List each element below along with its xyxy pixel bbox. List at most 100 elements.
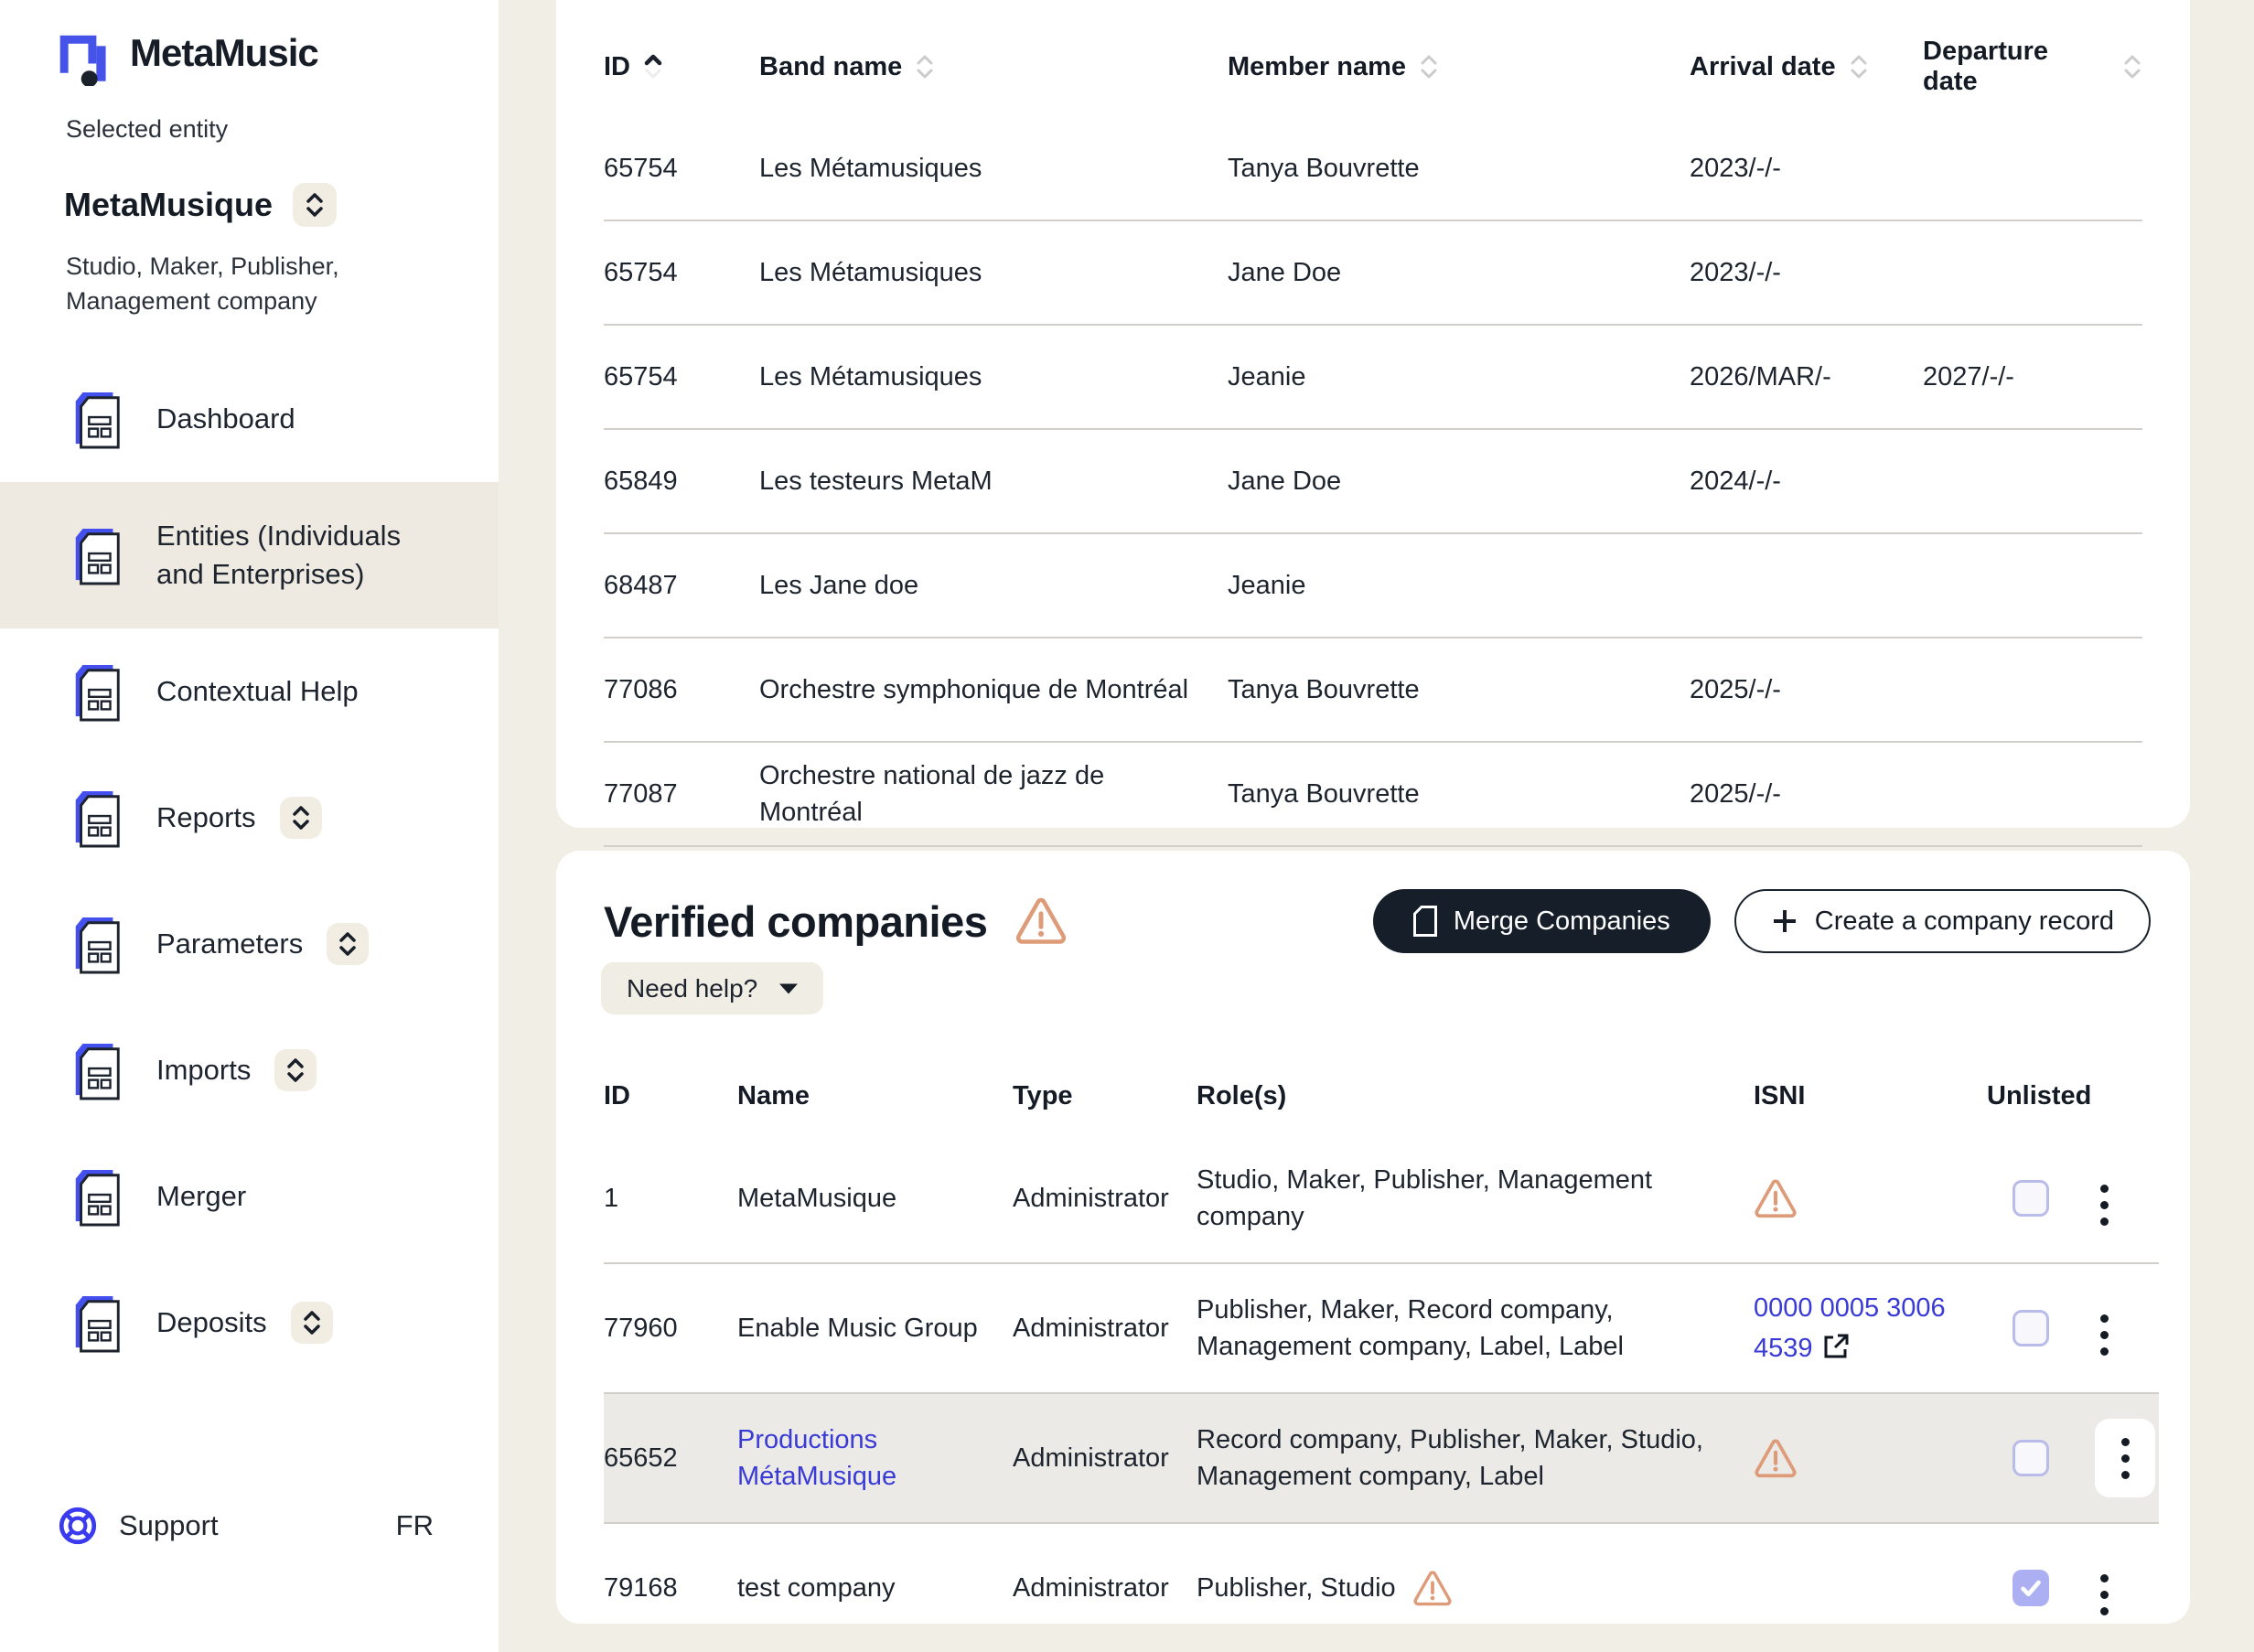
row-menu-pill (2095, 1419, 2155, 1497)
cell-band: Les Jane doe (759, 571, 919, 600)
sidebar-item-label: Entities (Individuals and Enterprises) (156, 520, 402, 590)
cell-band: Les testeurs MetaM (759, 467, 993, 496)
page-icon (74, 527, 120, 585)
sidebar-item-parameters[interactable]: Parameters (0, 881, 499, 1007)
row-menu-button[interactable] (2116, 1432, 2135, 1485)
table-row-highlighted: 65652 Productions MétaMusique Administra… (604, 1394, 2159, 1524)
cell-actions (2095, 1296, 2159, 1361)
warning-icon (1412, 1570, 1452, 1605)
warning-icon (1754, 1438, 1798, 1479)
sidebar-item-label: Deposits (156, 1306, 267, 1338)
cell-arrival: 2026/MAR/- (1690, 362, 1831, 392)
cell-unlisted (1987, 1310, 2095, 1346)
cell-band: Orchestre national de jazz de Montréal (759, 761, 1105, 827)
expand-toggle[interactable] (279, 797, 322, 839)
cell-name: test company (737, 1573, 896, 1603)
section-title: Verified companies (604, 896, 988, 946)
cell-id: 79168 (604, 1573, 678, 1603)
isni-link[interactable]: 0000 0005 3006 4539 (1754, 1293, 1946, 1363)
company-name-link[interactable]: Productions MétaMusique (737, 1425, 897, 1491)
table-row: 79168 test company Administrator Publish… (604, 1524, 2159, 1652)
app-logo[interactable]: MetaMusic (53, 20, 319, 86)
column-header-band-name[interactable]: Band name (759, 52, 1228, 82)
cell-actions (2095, 1419, 2159, 1497)
sidebar-item-deposits[interactable]: Deposits (0, 1260, 499, 1386)
cell-actions (2095, 1166, 2159, 1231)
unlisted-checkbox-checked[interactable] (2012, 1570, 2049, 1606)
need-help-button[interactable]: Need help? (601, 962, 824, 1014)
cell-id: 65754 (604, 154, 678, 183)
cell-name: Productions MétaMusique (737, 1421, 1013, 1495)
column-header-unlisted: Unlisted (1987, 1080, 2092, 1110)
cell-id: 77087 (604, 779, 678, 809)
sidebar-item-reports[interactable]: Reports (0, 755, 499, 881)
entity-switcher-button[interactable] (293, 183, 338, 227)
cell-actions (2095, 1556, 2159, 1621)
table-row: 65754 Les Métamusiques Jane Doe 2023/-/- (604, 221, 2142, 326)
support-button[interactable]: Support (57, 1505, 219, 1547)
cell-band: Les Métamusiques (759, 154, 982, 183)
cell-arrival: 2025/-/- (1690, 779, 1781, 809)
cell-band: Orchestre symphonique de Montréal (759, 675, 1189, 704)
cell-band: Les Métamusiques (759, 362, 982, 392)
cell-type: Administrator (1013, 1314, 1169, 1343)
sort-icon (915, 53, 935, 80)
verified-companies-card: Verified companies Merge Companies Creat… (556, 851, 2190, 1624)
cell-id: 65652 (604, 1443, 678, 1473)
table-row: 1 MetaMusique Administrator Studio, Make… (604, 1134, 2159, 1264)
unlisted-checkbox[interactable] (2012, 1310, 2049, 1346)
column-header-member-name[interactable]: Member name (1228, 52, 1690, 82)
sidebar-item-entities[interactable]: Entities (Individuals and Enterprises) (0, 482, 499, 628)
cell-id: 68487 (604, 571, 678, 600)
create-company-button[interactable]: Create a company record (1733, 889, 2151, 953)
app-title: MetaMusic (130, 31, 319, 74)
row-menu-button[interactable] (2095, 1309, 2114, 1361)
cell-unlisted (1987, 1440, 2095, 1476)
expand-toggle[interactable] (327, 923, 370, 965)
page-icon (74, 789, 120, 848)
sidebar-item-contextual-help[interactable]: Contextual Help (0, 628, 499, 755)
sort-icon (2122, 53, 2142, 80)
column-header-roles: Role(s) (1197, 1080, 1287, 1110)
cell-departure: 2027/-/- (1923, 362, 2014, 392)
row-menu-button[interactable] (2095, 1179, 2114, 1231)
column-header-name: Name (737, 1080, 810, 1110)
page-icon (74, 1042, 120, 1100)
table-row: 77087 Orchestre national de jazz de Mont… (604, 743, 2142, 847)
cell-band: Les Métamusiques (759, 258, 982, 287)
cell-member: Tanya Bouvrette (1228, 779, 1420, 809)
expand-toggle[interactable] (290, 1302, 333, 1344)
external-link-icon (1824, 1334, 1849, 1358)
selected-entity-label: Selected entity (66, 115, 229, 143)
sidebar-item-merger[interactable]: Merger (0, 1133, 499, 1260)
chevron-up-down-icon (292, 806, 309, 830)
cell-member: Jeanie (1228, 362, 1306, 392)
cell-unlisted (1987, 1570, 2095, 1606)
expand-toggle[interactable] (274, 1049, 317, 1091)
sidebar-item-label: Contextual Help (156, 675, 359, 707)
sort-icon (1849, 53, 1869, 80)
cell-member: Jane Doe (1228, 258, 1342, 287)
sidebar-item-imports[interactable]: Imports (0, 1007, 499, 1133)
sidebar-item-dashboard[interactable]: Dashboard (0, 356, 499, 482)
cell-arrival: 2023/-/- (1690, 154, 1781, 183)
table-header-row: ID Band name Member name (604, 0, 2142, 96)
table-row: 68487 Les Jane doe Jeanie (604, 534, 2142, 638)
column-header-departure-date[interactable]: Departure date (1923, 37, 2142, 97)
column-header-arrival-date[interactable]: Arrival date (1690, 52, 1923, 82)
table-row: 77960 Enable Music Group Administrator P… (604, 1264, 2159, 1394)
plus-icon (1773, 910, 1796, 932)
lifebuoy-icon (59, 1507, 97, 1545)
merge-companies-button[interactable]: Merge Companies (1372, 889, 1711, 953)
page-icon (74, 1294, 120, 1353)
column-header-id[interactable]: ID (604, 52, 759, 82)
cell-isni (1754, 1438, 1987, 1479)
unlisted-checkbox[interactable] (2012, 1440, 2049, 1476)
sidebar-item-label: Merger (156, 1180, 247, 1212)
unlisted-checkbox[interactable] (2012, 1180, 2049, 1217)
sidebar: MetaMusic Selected entity MetaMusique St… (0, 0, 499, 1652)
row-menu-button[interactable] (2095, 1569, 2114, 1621)
language-switcher[interactable]: FR (395, 1509, 434, 1541)
cell-id: 77086 (604, 675, 678, 704)
cell-arrival: 2024/-/- (1690, 467, 1781, 496)
